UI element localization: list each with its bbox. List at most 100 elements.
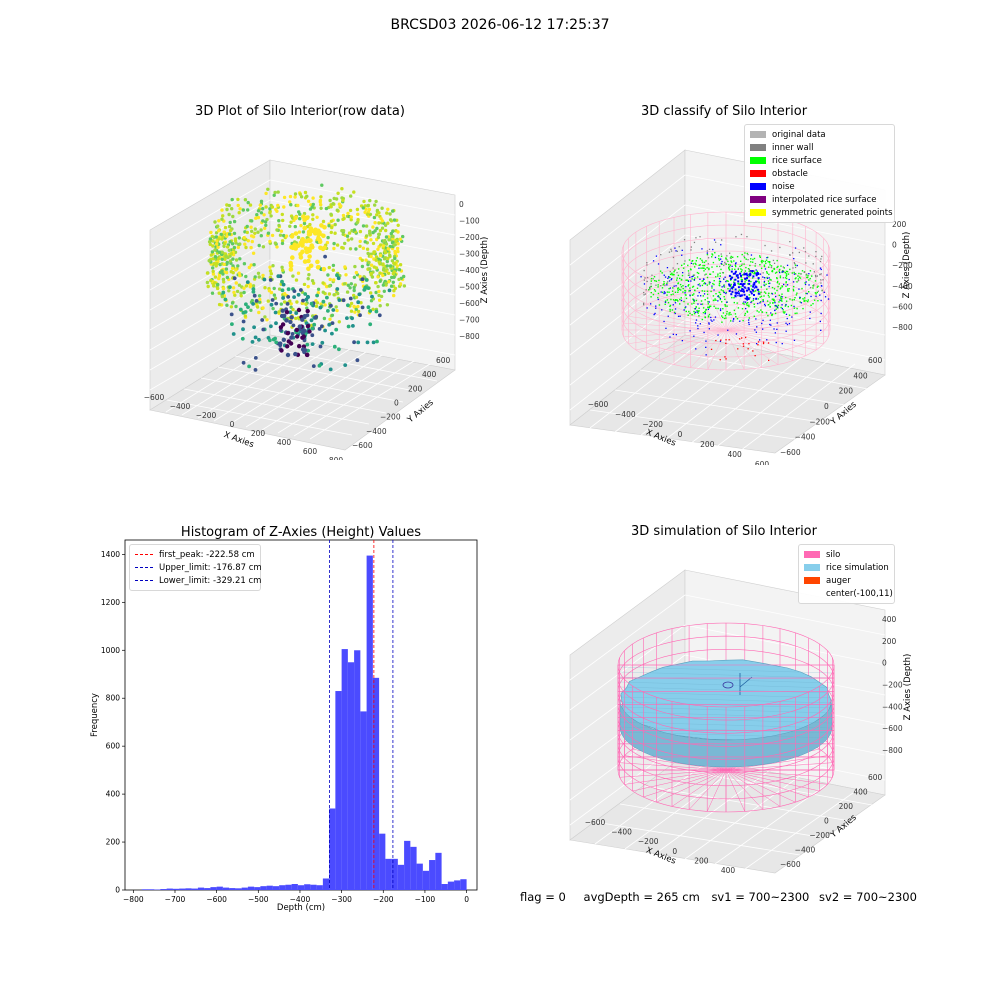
noise-point bbox=[786, 264, 789, 266]
inner-wall-point bbox=[764, 244, 766, 247]
point bbox=[230, 242, 235, 246]
noise-point bbox=[640, 276, 642, 278]
point bbox=[262, 277, 267, 282]
surface-mesh-line bbox=[619, 681, 833, 689]
point bbox=[237, 236, 241, 240]
rice-surface-point bbox=[796, 312, 798, 314]
rice-surface-point bbox=[781, 293, 783, 295]
rice-surface-point bbox=[715, 276, 717, 278]
rice-surface-point bbox=[707, 315, 710, 317]
rice-surface-point bbox=[744, 312, 747, 315]
point bbox=[220, 294, 224, 299]
legend-entry: Lower_limit: -329.21 cm bbox=[135, 574, 261, 587]
inner-wall-point bbox=[724, 263, 726, 265]
histogram-bar bbox=[247, 886, 255, 890]
rice-surface-point bbox=[703, 290, 706, 292]
point bbox=[271, 337, 276, 342]
noise-point bbox=[762, 300, 764, 303]
rice-surface-point bbox=[715, 293, 717, 295]
noise-point bbox=[730, 270, 733, 273]
point bbox=[224, 254, 228, 258]
point bbox=[396, 230, 400, 234]
rice-surface-point bbox=[727, 288, 729, 290]
noise-point bbox=[752, 289, 754, 292]
noise-point bbox=[717, 334, 719, 336]
point bbox=[366, 204, 370, 208]
rice-surface-point bbox=[799, 297, 801, 300]
noise-point bbox=[810, 295, 812, 298]
point bbox=[362, 288, 367, 292]
silo-spoke bbox=[725, 329, 762, 368]
inner-wall-point bbox=[737, 267, 740, 270]
rice-surface-point bbox=[699, 264, 701, 266]
rice-surface-point bbox=[684, 307, 686, 309]
noise-point bbox=[794, 247, 797, 249]
rice-surface-point bbox=[774, 272, 777, 274]
rice-surface-point bbox=[706, 284, 708, 286]
point bbox=[296, 292, 301, 297]
point bbox=[217, 219, 221, 223]
point bbox=[259, 228, 263, 232]
surface-mesh-line bbox=[619, 696, 833, 704]
rice-surface-point bbox=[710, 290, 712, 293]
silo-ring bbox=[617, 677, 835, 721]
point bbox=[378, 271, 382, 275]
rice-surface-point bbox=[785, 285, 787, 287]
point bbox=[249, 245, 253, 250]
point bbox=[330, 225, 334, 230]
point bbox=[232, 245, 237, 250]
rice-surface-point bbox=[776, 289, 778, 292]
y-tick-label: 800 bbox=[106, 694, 121, 703]
y-tick-label: −400 bbox=[795, 846, 816, 855]
point bbox=[309, 318, 314, 323]
rice-surface-point bbox=[654, 280, 656, 282]
rice-surface-point bbox=[701, 284, 704, 287]
point bbox=[222, 262, 226, 267]
silo-spoke bbox=[635, 329, 727, 351]
silo-ring bbox=[617, 664, 835, 708]
silo-spoke bbox=[725, 304, 806, 331]
point bbox=[360, 277, 365, 282]
point bbox=[348, 208, 353, 213]
point bbox=[288, 299, 292, 303]
rice-surface-point bbox=[704, 268, 707, 270]
point bbox=[280, 279, 284, 284]
histogram-bar bbox=[179, 888, 186, 890]
point bbox=[356, 340, 361, 345]
point bbox=[395, 264, 399, 268]
point bbox=[269, 214, 273, 218]
point bbox=[289, 203, 293, 207]
point bbox=[282, 205, 286, 209]
point bbox=[402, 284, 407, 288]
noise-point bbox=[744, 277, 747, 280]
inner-wall-point bbox=[720, 253, 722, 255]
rice-surface-point bbox=[706, 253, 709, 256]
point bbox=[247, 265, 251, 270]
rice-surface-point bbox=[725, 317, 727, 319]
x-tick-label: −600 bbox=[585, 818, 606, 827]
rice-surface-point bbox=[776, 282, 779, 284]
rice-surface-point bbox=[681, 274, 684, 277]
rice-surface-point bbox=[778, 283, 780, 285]
rice-surface-point bbox=[735, 315, 737, 318]
point bbox=[221, 290, 226, 295]
point bbox=[294, 316, 298, 321]
rice-surface-point bbox=[652, 293, 655, 296]
silo-spoke bbox=[688, 769, 727, 810]
point bbox=[375, 339, 379, 344]
rice-surface-point bbox=[740, 268, 742, 270]
avg-depth-text: avgDepth = 265 cm bbox=[583, 890, 700, 904]
point bbox=[378, 279, 382, 283]
point bbox=[236, 203, 240, 208]
noise-point bbox=[733, 318, 735, 320]
rice-surface-point bbox=[670, 294, 672, 296]
point bbox=[213, 248, 217, 252]
inner-wall-point bbox=[808, 255, 810, 257]
point bbox=[244, 274, 248, 279]
rice-surface-point bbox=[746, 310, 748, 312]
rice-surface-point bbox=[766, 271, 768, 273]
noise-point bbox=[763, 277, 766, 279]
point bbox=[253, 227, 257, 231]
rice-surface-point bbox=[767, 256, 769, 259]
